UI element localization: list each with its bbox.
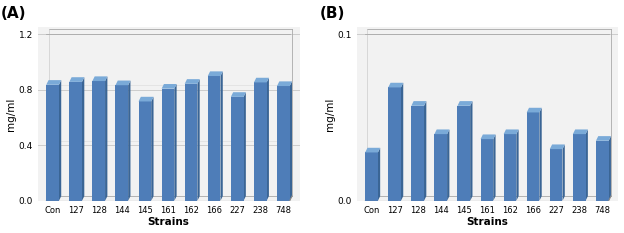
Polygon shape	[162, 84, 177, 89]
FancyBboxPatch shape	[46, 85, 59, 201]
Polygon shape	[470, 101, 472, 201]
FancyBboxPatch shape	[365, 152, 378, 201]
FancyBboxPatch shape	[434, 134, 447, 201]
FancyBboxPatch shape	[504, 134, 516, 201]
Polygon shape	[174, 84, 177, 201]
Polygon shape	[82, 77, 84, 201]
Polygon shape	[59, 80, 61, 201]
Y-axis label: mg/ml: mg/ml	[324, 97, 334, 131]
Polygon shape	[447, 130, 449, 201]
Polygon shape	[254, 78, 269, 82]
FancyBboxPatch shape	[115, 85, 128, 201]
Text: (A): (A)	[1, 6, 26, 21]
X-axis label: Strains: Strains	[148, 217, 190, 227]
Polygon shape	[115, 81, 130, 85]
Polygon shape	[231, 92, 246, 97]
Polygon shape	[92, 76, 107, 81]
Polygon shape	[69, 77, 84, 82]
FancyBboxPatch shape	[411, 106, 424, 201]
Polygon shape	[550, 144, 565, 149]
Polygon shape	[185, 79, 200, 84]
FancyBboxPatch shape	[92, 81, 105, 201]
FancyBboxPatch shape	[457, 106, 470, 201]
FancyBboxPatch shape	[231, 97, 243, 201]
Polygon shape	[243, 92, 246, 201]
Polygon shape	[573, 130, 588, 134]
Polygon shape	[411, 101, 426, 106]
Polygon shape	[527, 108, 542, 113]
Polygon shape	[388, 83, 403, 87]
FancyBboxPatch shape	[550, 149, 562, 201]
Polygon shape	[516, 130, 519, 201]
FancyBboxPatch shape	[162, 89, 174, 201]
X-axis label: Strains: Strains	[467, 217, 509, 227]
Polygon shape	[585, 130, 588, 201]
FancyBboxPatch shape	[480, 139, 493, 201]
FancyBboxPatch shape	[388, 87, 401, 201]
Polygon shape	[105, 76, 107, 201]
FancyBboxPatch shape	[573, 134, 585, 201]
FancyBboxPatch shape	[527, 113, 539, 201]
Polygon shape	[290, 81, 292, 201]
Polygon shape	[562, 144, 565, 201]
FancyBboxPatch shape	[208, 76, 220, 201]
FancyBboxPatch shape	[139, 101, 151, 201]
Polygon shape	[197, 79, 200, 201]
Polygon shape	[151, 97, 154, 201]
Polygon shape	[220, 71, 223, 201]
Polygon shape	[365, 148, 380, 152]
Polygon shape	[208, 71, 223, 76]
Polygon shape	[401, 83, 403, 201]
Text: (B): (B)	[320, 6, 345, 21]
Polygon shape	[424, 101, 426, 201]
Polygon shape	[46, 80, 61, 85]
FancyBboxPatch shape	[254, 82, 266, 201]
Polygon shape	[277, 81, 292, 86]
Polygon shape	[493, 134, 495, 201]
Polygon shape	[608, 136, 611, 201]
Polygon shape	[504, 130, 519, 134]
Polygon shape	[434, 130, 449, 134]
FancyBboxPatch shape	[185, 84, 197, 201]
FancyBboxPatch shape	[69, 82, 82, 201]
Polygon shape	[128, 81, 130, 201]
Y-axis label: mg/ml: mg/ml	[6, 97, 16, 131]
Polygon shape	[139, 97, 154, 101]
Polygon shape	[480, 134, 495, 139]
Polygon shape	[378, 148, 380, 201]
Polygon shape	[457, 101, 472, 106]
FancyBboxPatch shape	[277, 86, 290, 201]
FancyBboxPatch shape	[596, 141, 608, 201]
Polygon shape	[596, 136, 611, 141]
Polygon shape	[539, 108, 542, 201]
Polygon shape	[266, 78, 269, 201]
